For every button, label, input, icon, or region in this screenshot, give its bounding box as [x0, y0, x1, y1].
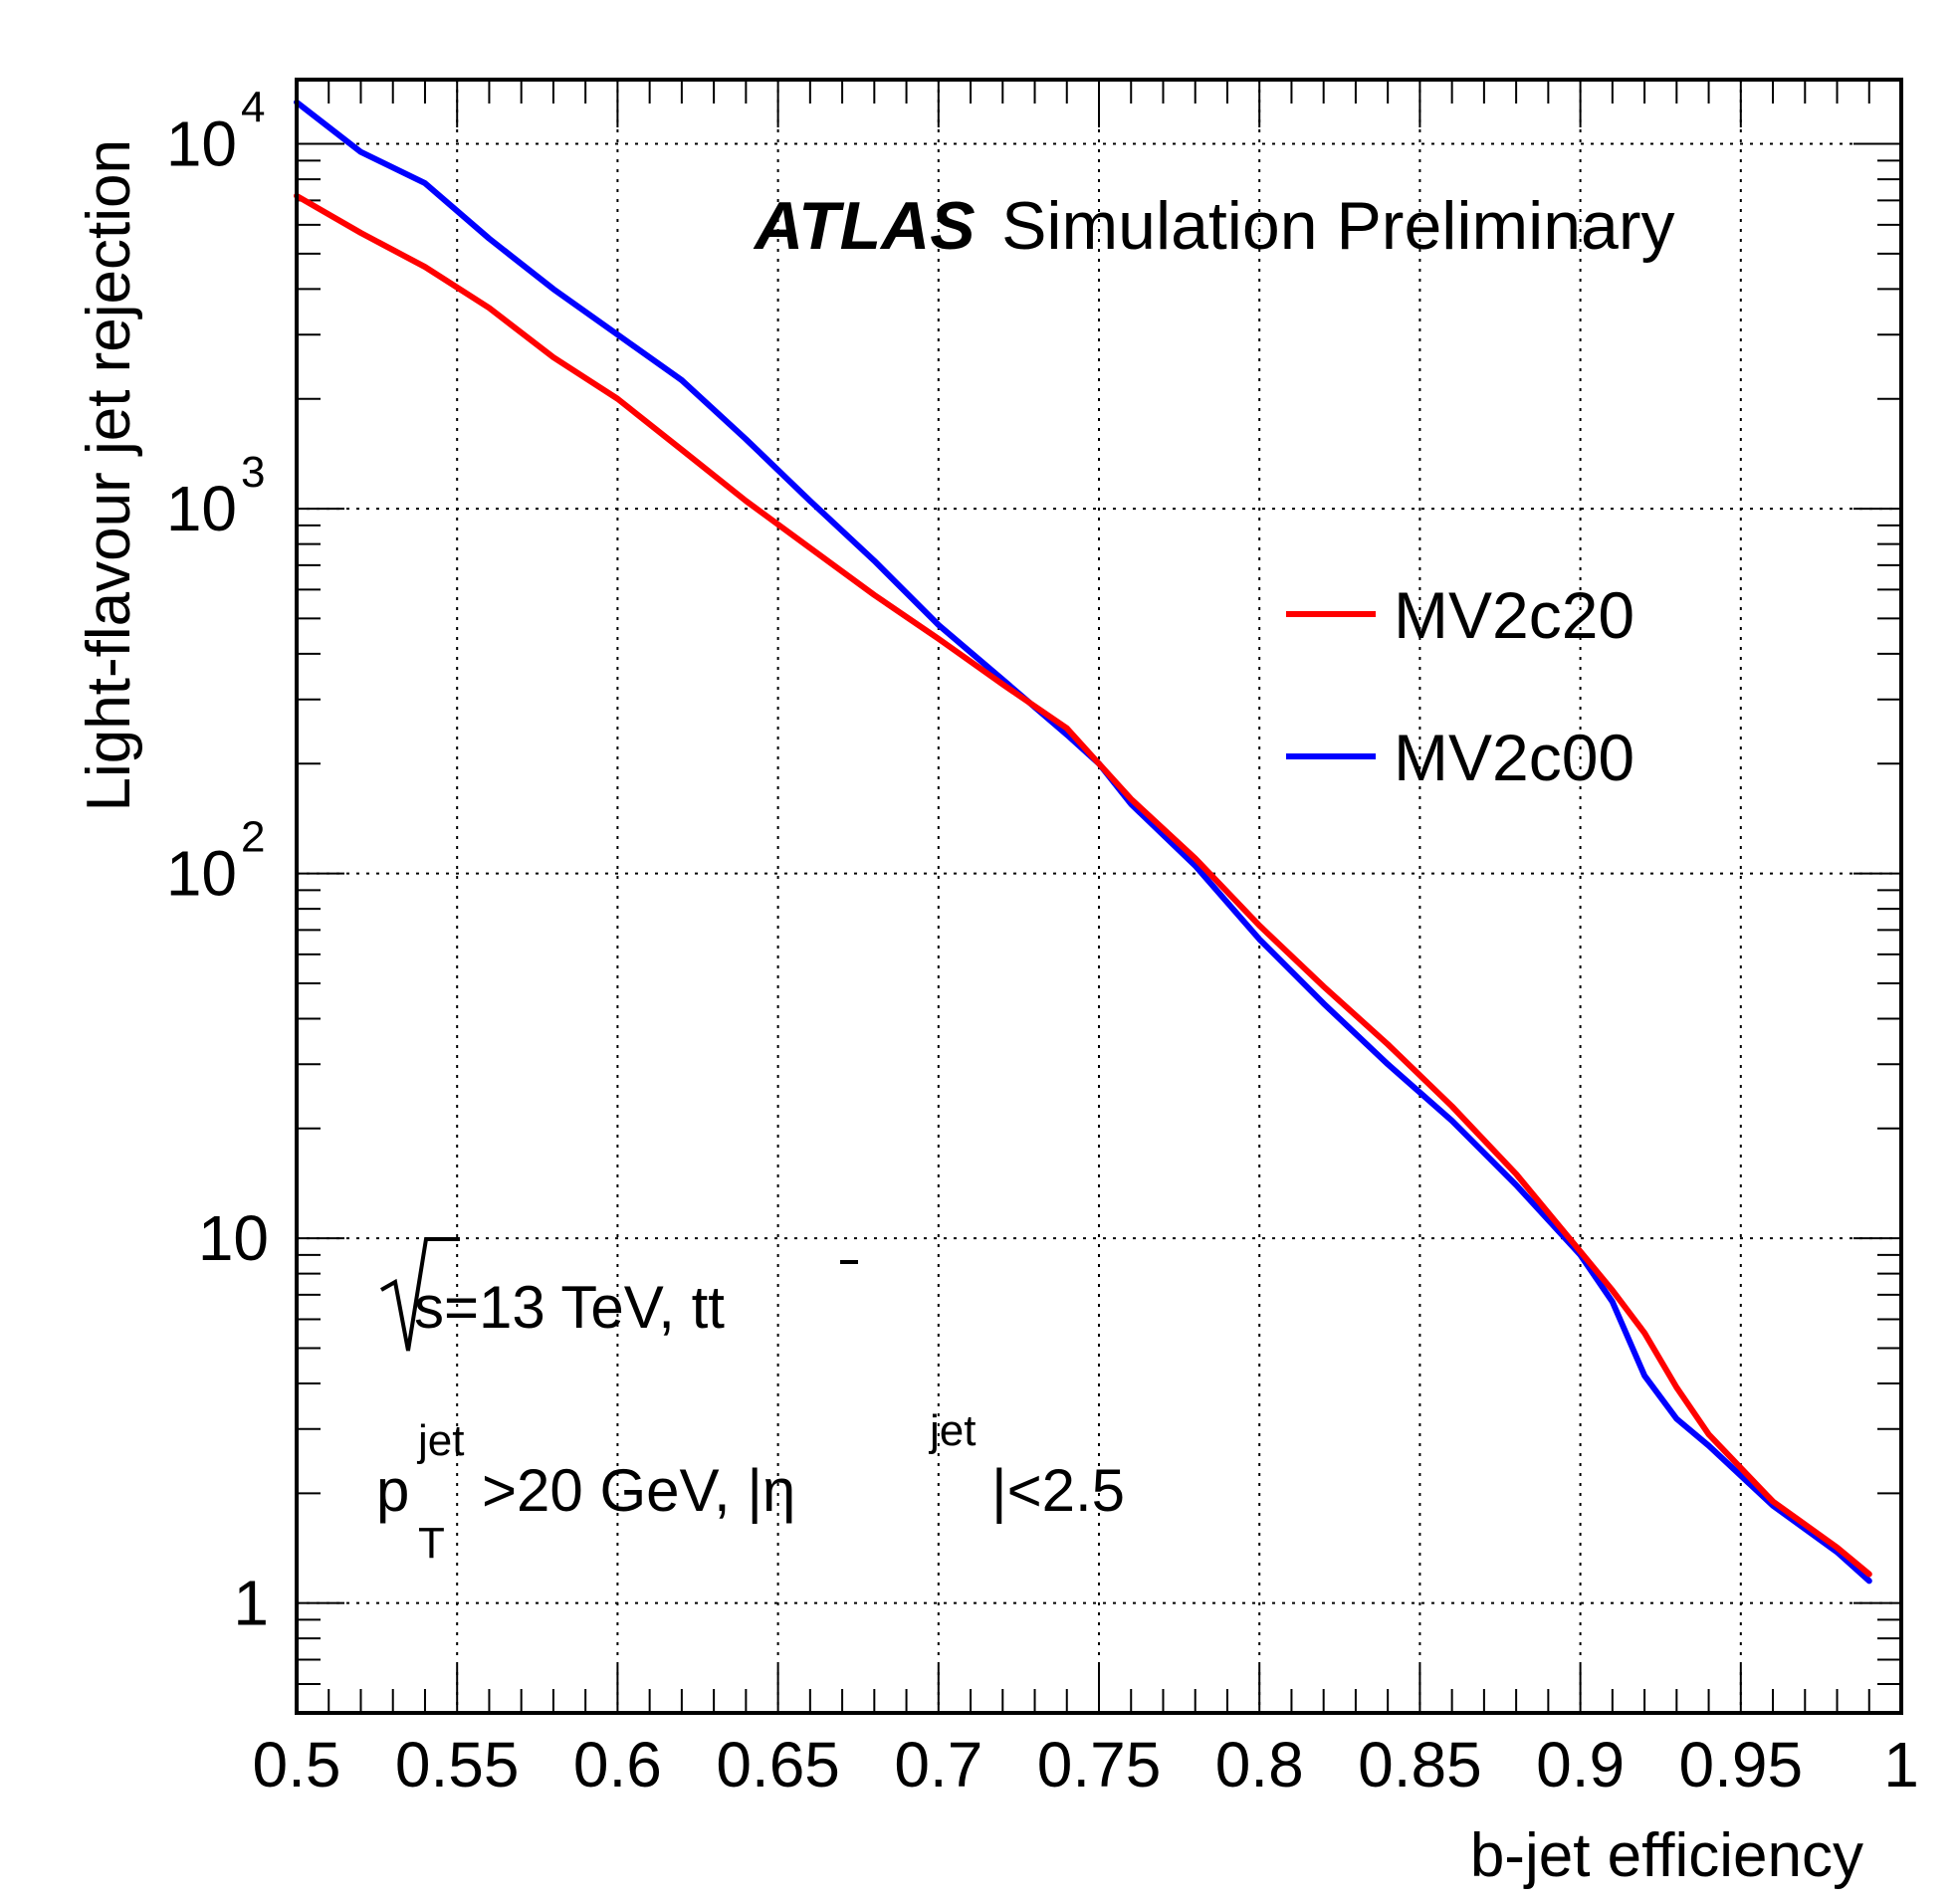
- pt-p: p: [376, 1457, 409, 1524]
- x-tick-label: 1: [1883, 1729, 1919, 1800]
- y-tick-label-group: 1: [233, 1568, 269, 1639]
- y-tick-exponent: 4: [241, 84, 265, 132]
- x-tick-label: 0.95: [1679, 1729, 1804, 1800]
- series-layer: [294, 99, 1872, 1585]
- pt-superscript: jet: [416, 1416, 464, 1465]
- x-tick-label: 0.9: [1536, 1729, 1625, 1800]
- legend: MV2c20 MV2c00: [1286, 578, 1634, 794]
- y-tick-exponent: 2: [241, 813, 265, 862]
- y-tick-label: 10: [166, 108, 237, 180]
- pt-subscript: T: [418, 1519, 445, 1568]
- x-tick-label: 0.75: [1037, 1729, 1162, 1800]
- y-axis-title: Light-flavour jet rejection: [75, 139, 143, 811]
- x-tick-label: 0.65: [716, 1729, 840, 1800]
- x-tick-labels: 0.5 0.55 0.6 0.65 0.7 0.75 0.8 0.85 0.9 0.95 1: [253, 1729, 1919, 1800]
- x-tick-label: 0.6: [573, 1729, 662, 1800]
- x-tick-label: 0.85: [1358, 1729, 1482, 1800]
- y-tick-exponent: 3: [241, 448, 265, 497]
- y-tick-label-group: 104: [166, 84, 266, 180]
- x-tick-label: 0.5: [253, 1729, 341, 1800]
- series-line-mv2c00: [294, 99, 1872, 1585]
- legend-label-mv2c20: MV2c20: [1394, 578, 1634, 652]
- cuts-middle: >20 GeV, |η: [482, 1457, 795, 1524]
- y-tick-label-group: 103: [166, 448, 266, 544]
- y-tick-label: 1: [233, 1568, 269, 1639]
- minor-ticks: [296, 80, 1902, 1714]
- atlas-word: ATLAS: [753, 188, 976, 264]
- y-tick-label: 10: [166, 838, 237, 910]
- x-tick-label: 0.7: [894, 1729, 982, 1800]
- atlas-subtitle: Simulation Preliminary: [1001, 188, 1674, 264]
- legend-label-mv2c00: MV2c00: [1394, 721, 1634, 794]
- grid-lines: [297, 80, 1901, 1713]
- atlas-label: ATLAS Simulation Preliminary: [753, 188, 1675, 264]
- plot-frame: [295, 78, 1903, 1715]
- y-tick-label: 10: [198, 1202, 269, 1274]
- y-tick-label-group: 10: [198, 1202, 269, 1274]
- energy-label: s=13 TeV, tt: [414, 1274, 725, 1341]
- cuts-end: |<2.5: [991, 1457, 1125, 1524]
- x-tick-label: 0.8: [1215, 1729, 1304, 1800]
- sqrt-symbol: [380, 1237, 460, 1352]
- x-tick-label: 0.55: [395, 1729, 520, 1800]
- y-tick-label: 10: [166, 473, 237, 544]
- series-line-mv2c20: [294, 192, 1872, 1578]
- eta-superscript: jet: [928, 1406, 976, 1455]
- y-tick-label-group: 102: [166, 813, 266, 910]
- x-axis-title: b-jet efficiency: [1470, 1821, 1863, 1890]
